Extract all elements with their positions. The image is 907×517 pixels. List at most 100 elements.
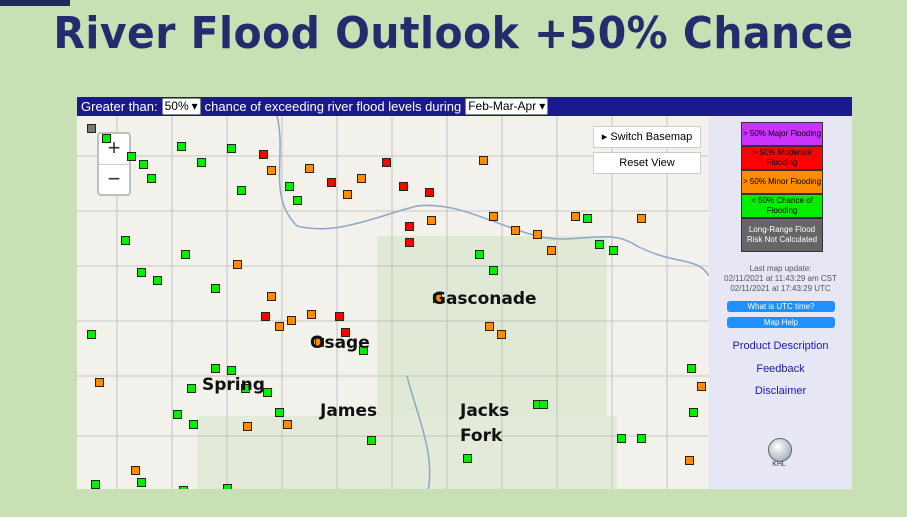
disclaimer-link[interactable]: Disclaimer [754, 385, 807, 397]
gauge-marker[interactable] [187, 384, 196, 393]
gauge-marker[interactable] [689, 408, 698, 417]
gauge-marker[interactable] [479, 156, 488, 165]
gauge-marker[interactable] [153, 276, 162, 285]
gauge-marker[interactable] [367, 436, 376, 445]
gauge-marker[interactable] [343, 190, 352, 199]
utc-time-button[interactable]: What is UTC time? [727, 301, 835, 312]
gauge-marker[interactable] [177, 142, 186, 151]
switch-basemap-button[interactable]: ▸ Switch Basemap [593, 126, 701, 148]
gauge-marker[interactable] [179, 486, 188, 489]
gauge-marker[interactable] [102, 134, 111, 143]
gauge-marker[interactable] [687, 364, 696, 373]
gauge-marker[interactable] [137, 478, 146, 487]
gauge-marker[interactable] [293, 196, 302, 205]
river-label-james: James [320, 401, 378, 421]
gauge-marker[interactable] [243, 422, 252, 431]
gauge-marker[interactable] [595, 240, 604, 249]
zoom-out-button[interactable]: − [107, 166, 121, 191]
legend-sidebar: > 50% Major Flooding > 50% Moderate Floo… [709, 116, 852, 489]
gauge-marker[interactable] [315, 338, 324, 347]
gauge-marker[interactable] [233, 260, 242, 269]
gauge-marker[interactable] [189, 420, 198, 429]
gauge-marker[interactable] [497, 330, 506, 339]
period-select[interactable]: Feb-Mar-Apr ▾ [465, 98, 549, 115]
period-value: Feb-Mar-Apr [468, 99, 537, 113]
gauge-marker[interactable] [475, 250, 484, 259]
gauge-marker[interactable] [489, 212, 498, 221]
threshold-select[interactable]: 50% ▾ [161, 98, 201, 115]
gauge-marker[interactable] [463, 454, 472, 463]
map-canvas[interactable]: + − ▸ Switch Basemap Reset View Gasconad… [77, 116, 709, 489]
river-label-gasconade: Gasconade [432, 289, 537, 309]
gauge-marker[interactable] [131, 466, 140, 475]
gauge-marker[interactable] [405, 238, 414, 247]
legend-not-calculated: Long-Range Flood Risk Not Calculated [741, 218, 823, 252]
gauge-marker[interactable] [227, 144, 236, 153]
legend-major: > 50% Major Flooding [741, 122, 823, 146]
gauge-marker[interactable] [261, 312, 270, 321]
slide-title: River Flood Outlook +50% Chance [53, 8, 854, 59]
gauge-marker[interactable] [359, 346, 368, 355]
gauge-marker[interactable] [335, 312, 344, 321]
map-help-button[interactable]: Map Help [727, 317, 835, 328]
product-description-link[interactable]: Product Description [732, 340, 829, 352]
gauge-marker[interactable] [267, 292, 276, 301]
gauge-marker[interactable] [305, 164, 314, 173]
gauge-marker[interactable] [263, 388, 272, 397]
gauge-marker[interactable] [227, 366, 236, 375]
gauge-marker[interactable] [241, 384, 250, 393]
reset-view-button[interactable]: Reset View [593, 152, 701, 174]
gauge-marker[interactable] [609, 246, 618, 255]
gauge-marker[interactable] [357, 174, 366, 183]
gauge-marker[interactable] [95, 378, 104, 387]
gauge-marker[interactable] [287, 316, 296, 325]
threshold-value: 50% [164, 99, 189, 113]
gauge-marker[interactable] [489, 266, 498, 275]
gauge-marker[interactable] [259, 150, 268, 159]
nws-logo [768, 438, 792, 462]
gauge-marker[interactable] [285, 182, 294, 191]
gauge-marker[interactable] [307, 310, 316, 319]
feedback-link[interactable]: Feedback [756, 363, 805, 375]
gauge-marker[interactable] [547, 246, 556, 255]
gauge-marker[interactable] [539, 400, 548, 409]
gauge-marker[interactable] [211, 284, 220, 293]
chevron-down-icon: ▾ [539, 99, 546, 113]
gauge-marker[interactable] [139, 160, 148, 169]
gauge-marker[interactable] [87, 124, 96, 133]
gauge-marker[interactable] [91, 480, 100, 489]
gauge-marker[interactable] [87, 330, 96, 339]
gauge-marker[interactable] [637, 214, 646, 223]
gauge-marker[interactable] [571, 212, 580, 221]
gauge-marker[interactable] [127, 152, 136, 161]
gauge-marker[interactable] [697, 382, 706, 391]
gauge-marker[interactable] [533, 230, 542, 239]
gauge-marker[interactable] [267, 166, 276, 175]
gauge-marker[interactable] [485, 322, 494, 331]
gauge-marker[interactable] [275, 322, 284, 331]
gauge-marker[interactable] [173, 410, 182, 419]
gauge-marker[interactable] [511, 226, 520, 235]
gauge-marker[interactable] [583, 214, 592, 223]
gauge-marker[interactable] [223, 484, 232, 489]
gauge-marker[interactable] [181, 250, 190, 259]
gauge-marker[interactable] [327, 178, 336, 187]
gauge-marker[interactable] [405, 222, 414, 231]
gauge-marker[interactable] [197, 158, 206, 167]
gauge-marker[interactable] [211, 364, 220, 373]
gauge-marker[interactable] [617, 434, 626, 443]
gauge-marker[interactable] [399, 182, 408, 191]
gauge-marker[interactable] [425, 188, 434, 197]
gauge-marker[interactable] [121, 236, 130, 245]
gauge-marker[interactable] [637, 434, 646, 443]
gauge-marker[interactable] [237, 186, 246, 195]
gauge-marker[interactable] [685, 456, 694, 465]
gauge-marker[interactable] [275, 408, 284, 417]
gauge-marker[interactable] [137, 268, 146, 277]
gauge-marker[interactable] [147, 174, 156, 183]
gauge-marker[interactable] [341, 328, 350, 337]
gauge-marker[interactable] [382, 158, 391, 167]
gauge-marker[interactable] [283, 420, 292, 429]
gauge-marker[interactable] [433, 294, 442, 303]
gauge-marker[interactable] [427, 216, 436, 225]
